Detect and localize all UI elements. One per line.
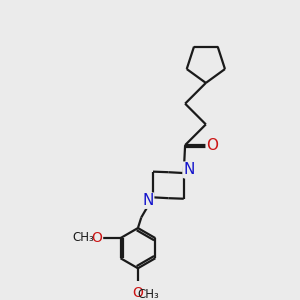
Text: O: O — [206, 138, 218, 153]
Text: N: N — [184, 163, 196, 178]
Text: N: N — [183, 162, 194, 177]
Text: O: O — [133, 286, 143, 300]
Text: N: N — [142, 193, 154, 208]
Text: O: O — [92, 231, 103, 245]
Text: CH₃: CH₃ — [138, 288, 159, 300]
Text: CH₃: CH₃ — [72, 231, 94, 244]
